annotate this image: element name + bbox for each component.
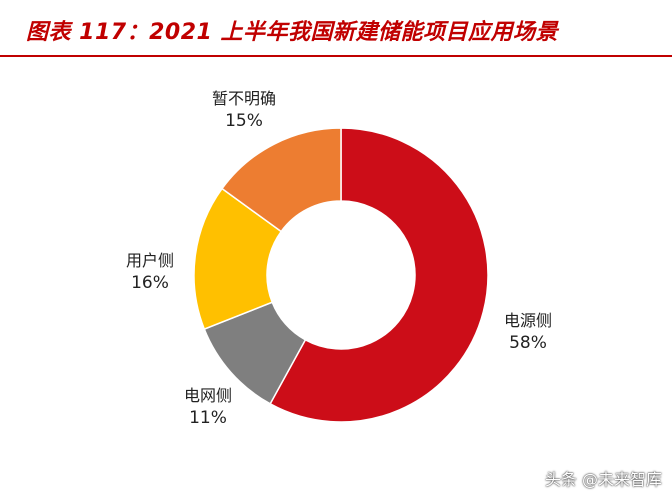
slice-label-0: 电源侧 58%	[504, 310, 552, 354]
watermark: 头条 @未来智库	[544, 470, 662, 489]
slice-label-3: 暂不明确 15%	[212, 88, 276, 132]
slice-percent-label: 58%	[509, 333, 547, 353]
chart-title-bar: 图表 117：2021 上半年我国新建储能项目应用场景	[0, 0, 672, 60]
slice-label-1: 电网侧 11%	[184, 385, 232, 429]
slice-percent-label: 16%	[131, 273, 169, 293]
donut-slice-0	[269, 127, 489, 423]
title-divider	[0, 55, 672, 57]
slice-category-label: 电源侧	[503, 311, 553, 330]
chart-title: 图表 117：2021 上半年我国新建储能项目应用场景	[26, 20, 558, 45]
donut-chart: 电源侧 58% 电网侧 11% 用户侧 16% 暂不明确 15%	[0, 60, 672, 498]
slice-category-label: 电网侧	[183, 386, 233, 405]
slice-category-label: 暂不明确	[211, 89, 277, 108]
donut-chart-svg	[193, 127, 489, 423]
donut-slice-3	[221, 127, 342, 233]
slice-percent-label: 15%	[225, 111, 263, 131]
slice-category-label: 用户侧	[125, 251, 175, 270]
slice-label-2: 用户侧 16%	[126, 250, 174, 294]
slice-percent-label: 11%	[189, 408, 227, 428]
